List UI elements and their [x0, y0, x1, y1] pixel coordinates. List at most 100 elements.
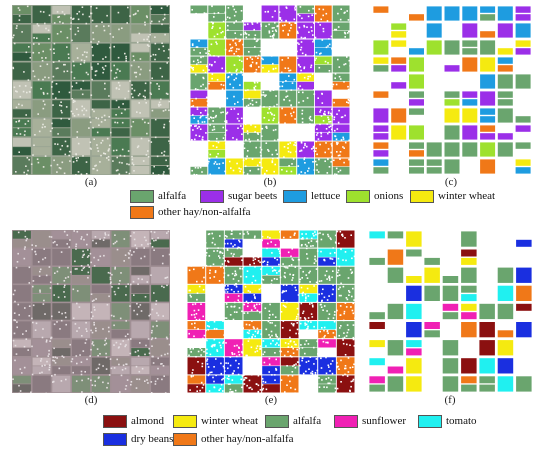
field-parcel [261, 158, 279, 175]
field-parcel [111, 321, 130, 330]
field-parcel [262, 230, 280, 239]
field-parcel [299, 348, 318, 357]
field-parcel [318, 248, 336, 257]
field-parcel [442, 312, 459, 320]
field-parcel [373, 108, 389, 123]
field-parcel [299, 321, 318, 330]
field-parcel [52, 156, 71, 175]
legend-label: other hay/non-alfalfa [158, 206, 251, 218]
field-parcel [226, 30, 243, 39]
legend-label: sunflower [362, 415, 406, 427]
field-parcel [91, 156, 110, 175]
field-parcel [332, 141, 350, 158]
field-parcel [72, 62, 91, 80]
field-parcel [91, 62, 110, 80]
field-parcel [151, 230, 170, 239]
field-parcel [91, 339, 110, 356]
field-parcel [111, 5, 130, 24]
caption-b: (b) [263, 176, 277, 188]
field-parcel [515, 48, 531, 55]
field-parcel [224, 257, 243, 266]
field-parcel [72, 24, 91, 42]
almond-swatch [103, 414, 127, 428]
field-parcel [297, 5, 314, 14]
field-parcel [426, 6, 442, 21]
field-parcel [187, 348, 206, 357]
field-parcel [515, 74, 531, 89]
field-parcel [243, 132, 261, 141]
field-parcel [12, 5, 31, 14]
field-parcel [497, 303, 514, 320]
field-parcel [406, 348, 422, 356]
field-parcel [91, 321, 110, 338]
field-parcel [52, 138, 71, 156]
field-parcel [261, 64, 279, 73]
satellite-image-a [12, 5, 170, 175]
dry-beans-swatch [103, 432, 127, 446]
field-parcel [111, 128, 130, 137]
field-parcel [332, 81, 350, 90]
field-parcel [111, 43, 130, 61]
field-parcel [72, 138, 91, 156]
field-parcel [224, 384, 243, 393]
field-parcel [497, 142, 513, 157]
field-parcel [111, 285, 130, 302]
field-parcel [131, 285, 150, 293]
field-parcel [497, 65, 513, 72]
field-parcel [32, 138, 51, 147]
field-parcel [461, 267, 477, 283]
field-parcel [131, 33, 150, 42]
classification-map-e [187, 230, 355, 393]
field-parcel [12, 128, 31, 137]
field-parcel [206, 230, 224, 248]
field-parcel [243, 90, 261, 99]
field-parcel [151, 303, 170, 320]
field-parcel [208, 13, 226, 22]
field-parcel [187, 321, 206, 330]
field-parcel [32, 156, 51, 175]
field-parcel [32, 81, 51, 99]
field-parcel [336, 266, 355, 284]
field-parcel [387, 366, 404, 374]
field-parcel [151, 14, 170, 23]
field-parcel [299, 293, 318, 302]
field-parcel [462, 6, 478, 21]
field-parcel [52, 267, 71, 284]
field-parcel [442, 376, 459, 392]
field-parcel [91, 375, 110, 393]
field-parcel [262, 348, 280, 357]
field-parcel [72, 321, 91, 338]
field-parcel [480, 108, 496, 115]
field-parcel [462, 142, 478, 157]
field-parcel [297, 90, 314, 107]
field-parcel [243, 30, 261, 39]
field-parcel [442, 358, 459, 374]
field-parcel [12, 239, 31, 248]
field-parcel [314, 64, 332, 73]
field-parcel [52, 339, 71, 348]
field-parcel [208, 141, 226, 150]
field-parcel [52, 128, 71, 137]
field-parcel [91, 81, 110, 99]
field-parcel [391, 65, 407, 72]
field-parcel [91, 239, 110, 248]
legend-item-sunflower: sunflower [334, 414, 406, 428]
satellite-image-d [12, 230, 170, 393]
field-parcel [336, 230, 355, 248]
legend-label: onions [374, 190, 404, 202]
field-parcel [32, 147, 51, 156]
field-parcel [444, 99, 460, 106]
field-parcel [461, 294, 477, 302]
field-parcel [318, 339, 336, 348]
field-parcel [318, 321, 336, 330]
field-parcel [187, 293, 206, 302]
field-parcel [387, 303, 404, 320]
field-parcel [262, 266, 280, 275]
field-parcel [111, 81, 130, 99]
field-parcel [91, 248, 110, 266]
field-parcel [226, 90, 243, 107]
field-parcel [224, 293, 243, 302]
field-parcel [206, 329, 224, 339]
field-parcel [462, 108, 478, 123]
field-parcel [480, 40, 496, 55]
